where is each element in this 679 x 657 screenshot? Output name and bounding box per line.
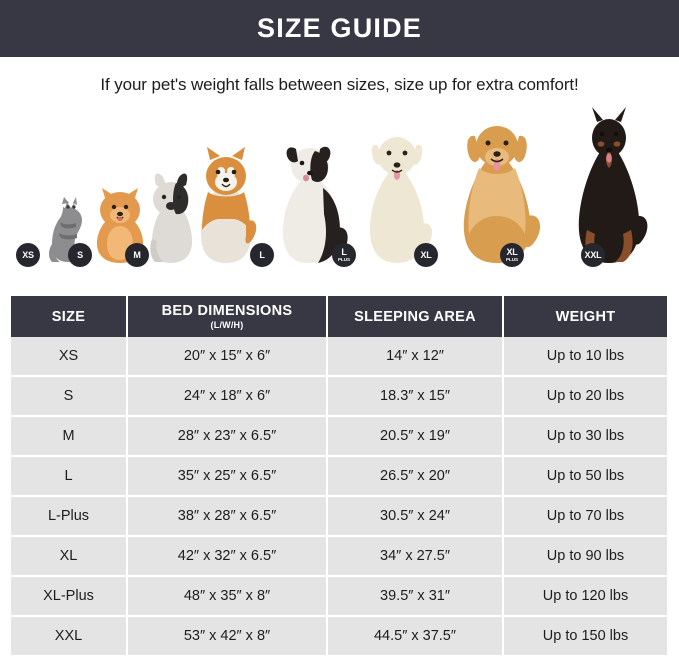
cell-sleeping-area: 39.5″ x 31″ xyxy=(327,576,504,617)
badge-label: L xyxy=(259,249,265,260)
cell-size: L-Plus xyxy=(11,496,128,537)
table-row: L 35″ x 25″ x 6.5″ 26.5″ x 20″ Up to 50 … xyxy=(11,456,667,497)
page-subtitle: If your pet's weight falls between sizes… xyxy=(100,75,579,94)
column-header-label: WEIGHT xyxy=(555,308,616,325)
table-row: XL 42″ x 32″ x 6.5″ 34″ x 27.5″ Up to 90… xyxy=(11,536,667,577)
cell-sleeping-area: 34″ x 27.5″ xyxy=(327,536,504,577)
page-header-bar: SIZE GUIDE xyxy=(0,0,679,57)
cell-sleeping-area: 14″ x 12″ xyxy=(327,337,504,377)
cell-size: XL xyxy=(11,536,128,577)
page-title: SIZE GUIDE xyxy=(256,13,423,43)
table-row: XL-Plus 48″ x 35″ x 8″ 39.5″ x 31″ Up to… xyxy=(11,576,667,617)
column-header-sublabel: (L/W/H) xyxy=(210,320,244,330)
animal-french-bulldog xyxy=(140,169,202,264)
badge-sublabel: PLUS xyxy=(505,256,518,262)
cell-sleeping-area: 44.5″ x 37.5″ xyxy=(327,616,504,657)
column-header-label: SLEEPING AREA xyxy=(354,308,476,325)
size-badge-xl-plus: XL PLUS xyxy=(501,244,523,266)
size-badge-s: S xyxy=(69,244,91,266)
badge-label: S xyxy=(77,249,83,260)
cell-weight: Up to 120 lbs xyxy=(503,576,667,617)
cell-bed-dimensions: 42″ x 32″ x 6.5″ xyxy=(127,536,328,577)
cell-weight: Up to 50 lbs xyxy=(503,456,667,497)
animal-golden-retriever xyxy=(447,116,547,264)
badge-label: XXL xyxy=(584,249,602,260)
table-header-row: SIZE BED DIMENSIONS (L/W/H) SLEEPING ARE… xyxy=(11,296,667,337)
column-header-sleeping-area: SLEEPING AREA xyxy=(327,296,504,337)
column-header-size: SIZE xyxy=(11,296,128,337)
cell-bed-dimensions: 24″ x 18″ x 6″ xyxy=(127,376,328,417)
cell-size: M xyxy=(11,416,128,457)
cell-bed-dimensions: 20″ x 15″ x 6″ xyxy=(127,337,328,377)
column-header-bed-dimensions: BED DIMENSIONS (L/W/H) xyxy=(127,296,328,337)
size-guide-table: SIZE BED DIMENSIONS (L/W/H) SLEEPING ARE… xyxy=(11,296,667,657)
table-row: XS 20″ x 15″ x 6″ 14″ x 12″ Up to 10 lbs xyxy=(11,337,667,377)
cell-weight: Up to 10 lbs xyxy=(503,337,667,377)
size-badge-xl: XL xyxy=(415,244,437,266)
cell-weight: Up to 90 lbs xyxy=(503,536,667,577)
animal-pomeranian xyxy=(88,186,152,264)
size-badge-xxl: XXL xyxy=(582,244,604,266)
cell-bed-dimensions: 28″ x 23″ x 6.5″ xyxy=(127,416,328,457)
size-badge-l-plus: L PLUS xyxy=(333,244,355,266)
animal-shiba-inu xyxy=(188,146,264,264)
cell-weight: Up to 70 lbs xyxy=(503,496,667,537)
table-row: M 28″ x 23″ x 6.5″ 20.5″ x 19″ Up to 30 … xyxy=(11,416,667,457)
cell-bed-dimensions: 53″ x 42″ x 8″ xyxy=(127,616,328,657)
badge-label: L xyxy=(341,246,347,257)
cell-bed-dimensions: 38″ x 28″ x 6.5″ xyxy=(127,496,328,537)
animal-labrador xyxy=(354,128,440,264)
size-badge-xs: XS xyxy=(17,244,39,266)
badge-label: XL xyxy=(420,249,432,260)
badge-label: XL xyxy=(506,246,518,257)
cell-bed-dimensions: 35″ x 25″ x 6.5″ xyxy=(127,456,328,497)
animal-doberman xyxy=(563,106,655,264)
cell-weight: Up to 30 lbs xyxy=(503,416,667,457)
animal-size-strip: XS S xyxy=(0,107,679,272)
cell-size: L xyxy=(11,456,128,497)
table-row: L-Plus 38″ x 28″ x 6.5″ 30.5″ x 24″ Up t… xyxy=(11,496,667,537)
cell-sleeping-area: 18.3″ x 15″ xyxy=(327,376,504,417)
column-header-weight: WEIGHT xyxy=(503,296,667,337)
size-badge-l: L xyxy=(251,244,273,266)
cell-sleeping-area: 30.5″ x 24″ xyxy=(327,496,504,537)
animal-border-collie xyxy=(268,136,356,264)
cell-sleeping-area: 20.5″ x 19″ xyxy=(327,416,504,457)
column-header-label: BED DIMENSIONS xyxy=(161,303,293,319)
badge-label: XS xyxy=(22,249,34,260)
cell-weight: Up to 150 lbs xyxy=(503,616,667,657)
cell-bed-dimensions: 48″ x 35″ x 8″ xyxy=(127,576,328,617)
table-row: XXL 53″ x 42″ x 8″ 44.5″ x 37.5″ Up to 1… xyxy=(11,616,667,657)
column-header-label: SIZE xyxy=(51,308,86,325)
badge-sublabel: PLUS xyxy=(337,256,350,262)
cell-size: XXL xyxy=(11,616,128,657)
cell-weight: Up to 20 lbs xyxy=(503,376,667,417)
cell-size: XL-Plus xyxy=(11,576,128,617)
badge-label: M xyxy=(133,249,141,260)
cell-size: XS xyxy=(11,337,128,377)
table-row: S 24″ x 18″ x 6″ 18.3″ x 15″ Up to 20 lb… xyxy=(11,376,667,417)
cell-sleeping-area: 26.5″ x 20″ xyxy=(327,456,504,497)
size-badge-m: M xyxy=(126,244,148,266)
cell-size: S xyxy=(11,376,128,417)
